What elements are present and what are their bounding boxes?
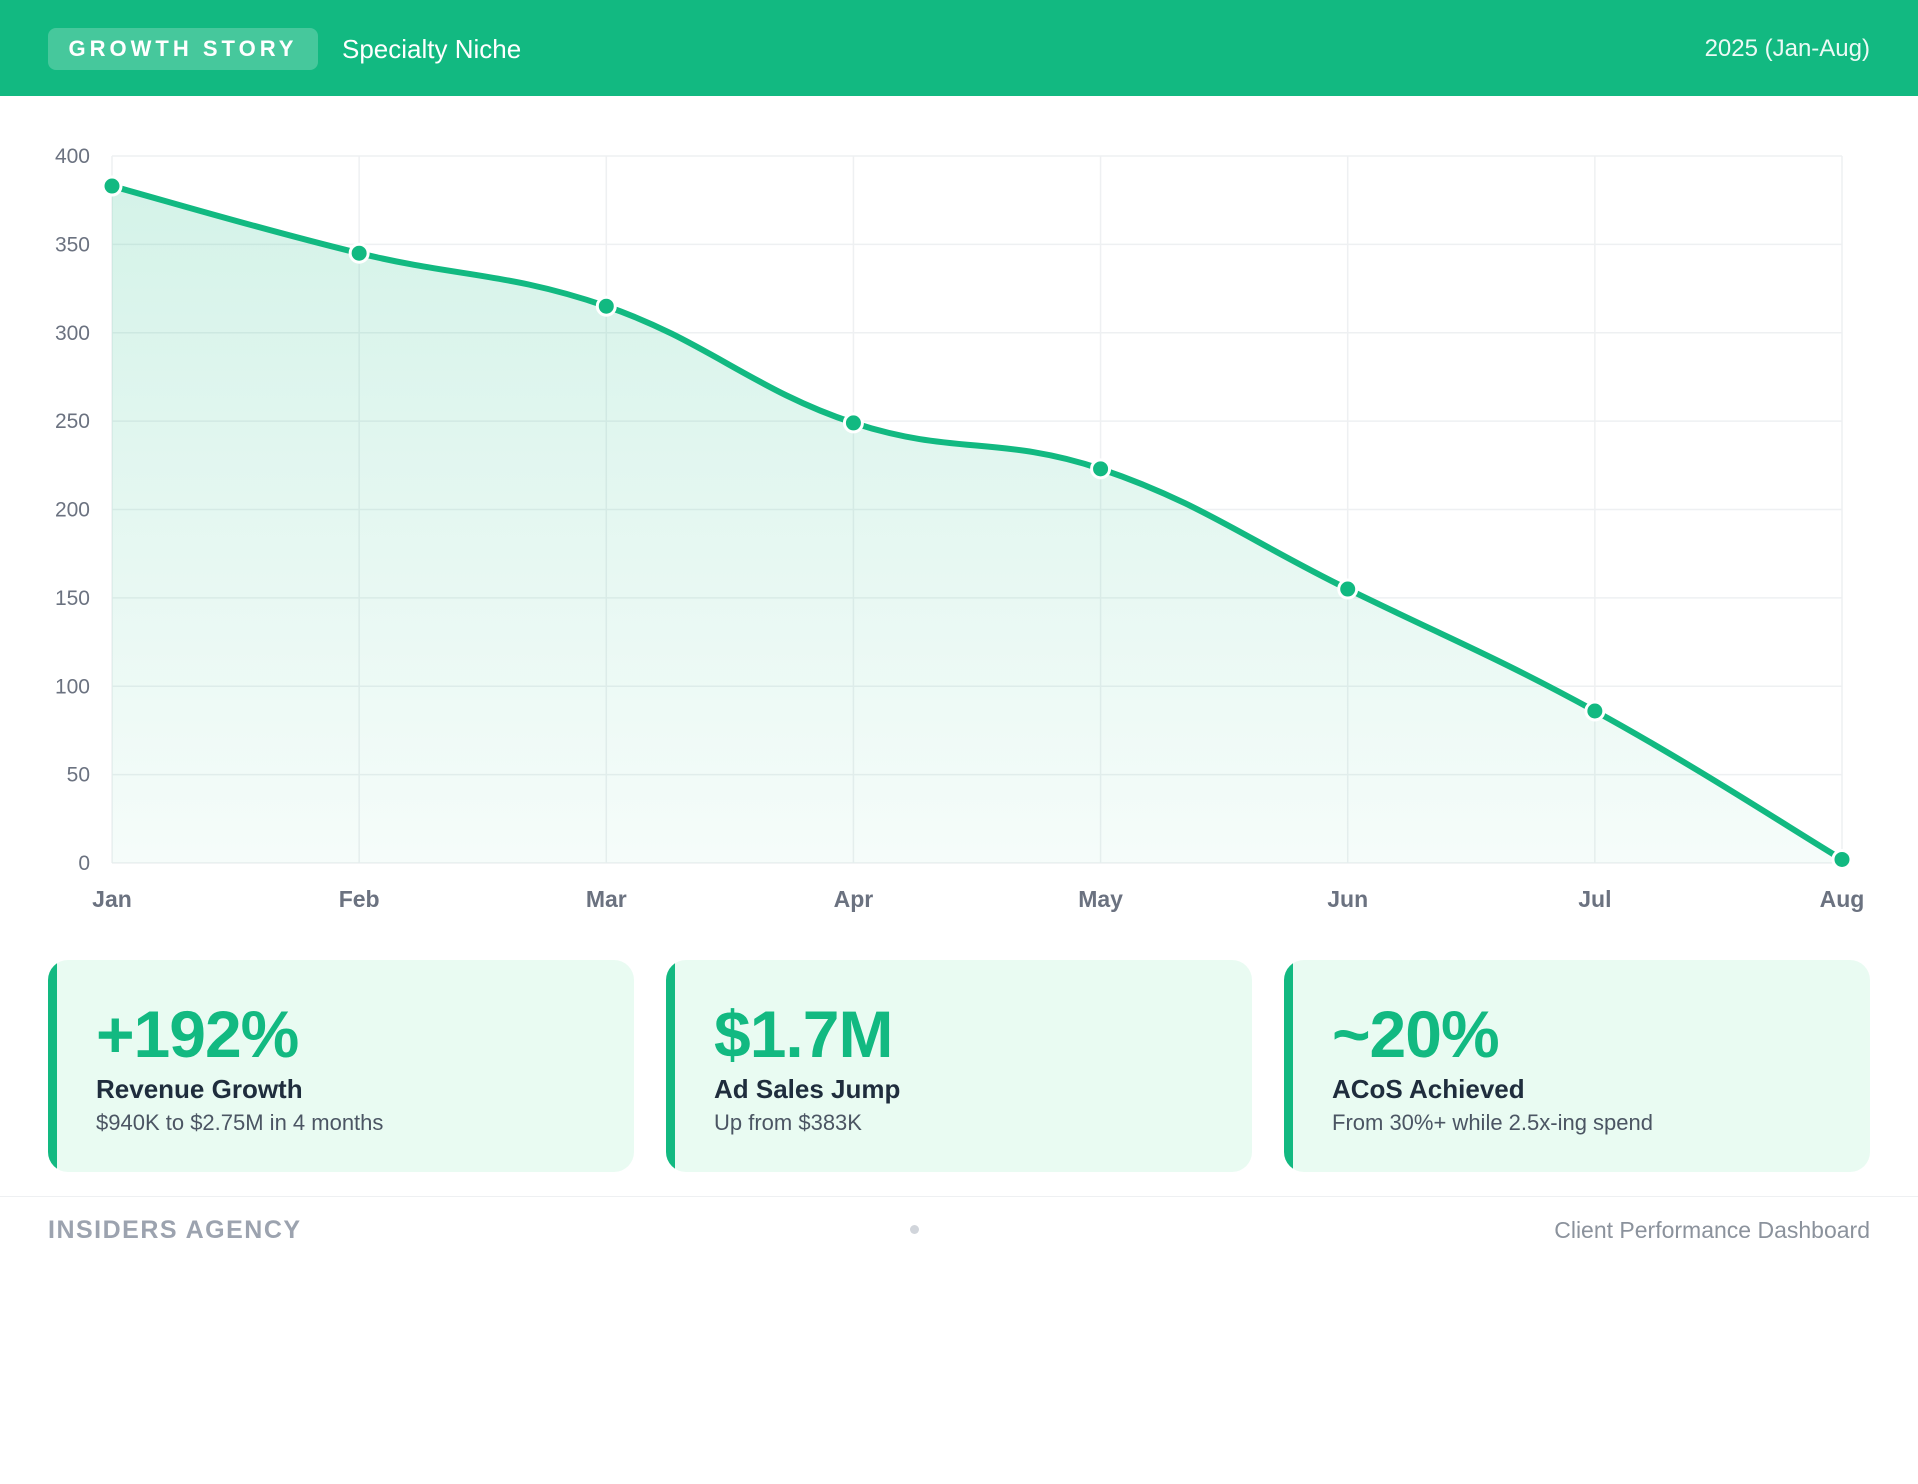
footer-dot	[910, 1225, 919, 1234]
data-point	[1337, 578, 1359, 600]
metric-card-acos: ~20% ACoS Achieved From 30%+ while 2.5x-…	[1284, 960, 1870, 1172]
y-tick-label: 0	[78, 852, 90, 875]
data-point	[1090, 458, 1112, 480]
y-axis-ticks: 0 50 100 150 200 250 300 350 400	[55, 145, 90, 875]
x-tick-label: Jan	[92, 886, 132, 912]
x-tick-label: Jul	[1578, 886, 1611, 912]
x-tick-label: Jun	[1327, 886, 1368, 912]
y-tick-label: 150	[55, 587, 90, 610]
growth-area-chart: 0 50 100 150 200 250 300 350 400 Jan Feb Mar Apr May…	[55, 145, 1864, 912]
data-point	[348, 242, 370, 264]
dashboard-label: Client Performance Dashboard	[1554, 1217, 1870, 1243]
period-label: 2025 (Jan-Aug)	[1704, 35, 1870, 62]
footer-divider	[0, 1196, 1918, 1197]
x-axis-ticks: Jan Feb Mar Apr May Jun Jul Aug	[92, 886, 1864, 912]
data-point	[101, 175, 123, 197]
data-point	[842, 412, 864, 434]
agency-name: INSIDERS AGENCY	[48, 1216, 302, 1244]
y-tick-label: 50	[67, 764, 90, 787]
data-point	[1831, 848, 1853, 870]
growth-story-badge: GROWTH STORY	[48, 28, 318, 70]
y-tick-label: 100	[55, 675, 90, 698]
y-tick-label: 250	[55, 410, 90, 433]
y-tick-label: 200	[55, 499, 90, 522]
metric-card-revenue-growth: +192% Revenue Growth $940K to $2.75M in …	[48, 960, 634, 1172]
x-tick-label: Feb	[339, 886, 380, 912]
metric-subtitle: From 30%+ while 2.5x-ing spend	[1332, 1110, 1653, 1135]
series-area	[112, 186, 1842, 864]
metric-value: ~20%	[1332, 997, 1500, 1071]
data-points	[101, 175, 1853, 870]
metric-value: +192%	[96, 997, 299, 1071]
x-tick-label: Apr	[834, 886, 874, 912]
data-point	[595, 295, 617, 317]
metric-value: $1.7M	[714, 997, 893, 1071]
y-tick-label: 350	[55, 233, 90, 256]
metric-title: ACoS Achieved	[1332, 1074, 1525, 1104]
header-bar: GROWTH STORY Specialty Niche 2025 (Jan-A…	[0, 0, 1918, 96]
metric-subtitle: $940K to $2.75M in 4 months	[96, 1110, 384, 1135]
card-accent-bar	[666, 960, 675, 1172]
metric-title: Ad Sales Jump	[714, 1074, 901, 1104]
x-tick-label: May	[1078, 886, 1123, 912]
x-tick-label: Mar	[586, 886, 627, 912]
metric-card-ad-sales: $1.7M Ad Sales Jump Up from $383K	[666, 960, 1252, 1172]
card-accent-bar	[48, 960, 57, 1172]
metric-title: Revenue Growth	[96, 1074, 303, 1104]
x-tick-label: Aug	[1820, 886, 1865, 912]
metric-subtitle: Up from $383K	[714, 1110, 862, 1135]
data-point	[1584, 700, 1606, 722]
series-line	[109, 183, 1845, 863]
card-accent-bar	[1284, 960, 1293, 1172]
y-tick-label: 300	[55, 322, 90, 345]
y-tick-label: 400	[55, 145, 90, 168]
niche-title: Specialty Niche	[342, 34, 522, 64]
